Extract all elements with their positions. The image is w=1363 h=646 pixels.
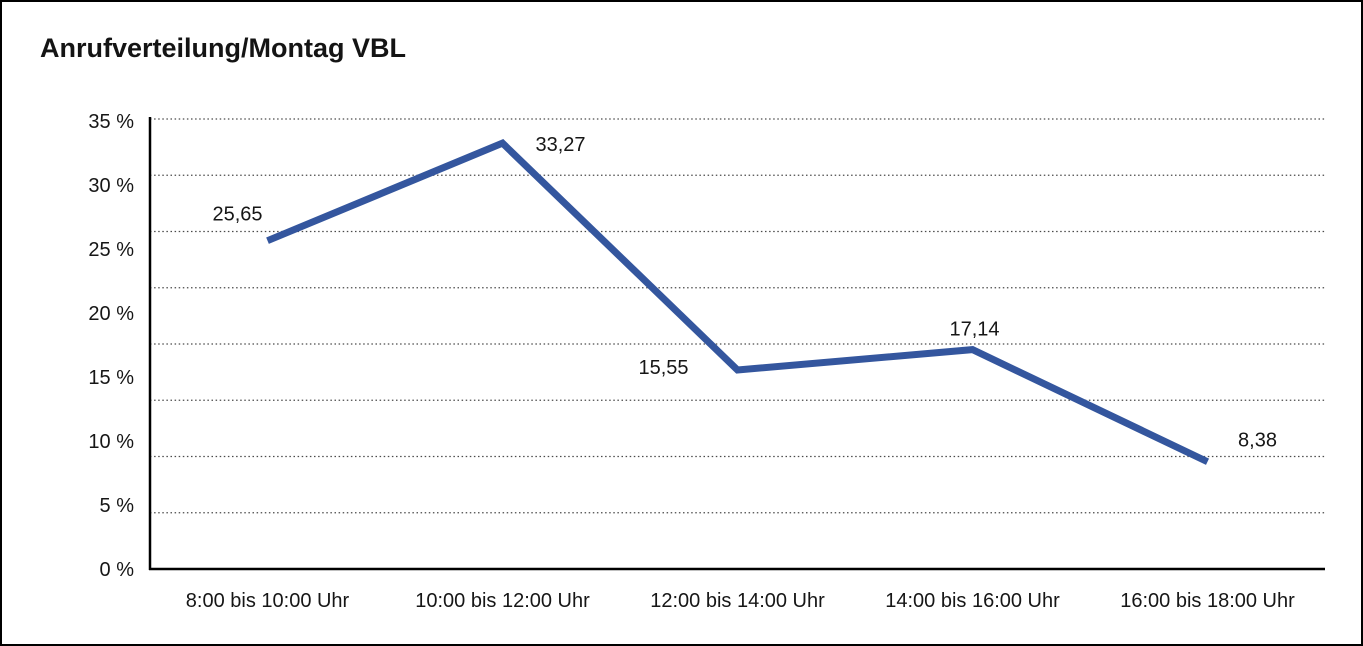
data-line: [266, 139, 1210, 465]
x-axis-label: 10:00 bis 12:00 Uhr: [415, 590, 590, 612]
y-axis-label: 0 %: [100, 559, 135, 581]
data-point-label: 8,38: [1238, 430, 1277, 452]
chart-title: Anrufverteilung/Montag VBL: [40, 33, 406, 63]
y-axis-label: 25 %: [88, 239, 134, 261]
y-axis-label: 20 %: [88, 303, 134, 325]
x-axis-label: 14:00 bis 16:00 Uhr: [885, 590, 1060, 612]
y-axis-label: 5 %: [100, 495, 135, 517]
data-point-label: 15,55: [638, 357, 688, 379]
data-point-label: 33,27: [535, 134, 585, 156]
data-point-label: 17,14: [949, 319, 999, 341]
data-point-label: 25,65: [212, 204, 262, 226]
y-axis-label: 30 %: [88, 175, 134, 197]
x-axis-label: 16:00 bis 18:00 Uhr: [1120, 590, 1295, 612]
y-axis-label: 10 %: [88, 431, 134, 453]
x-axis-label: 12:00 bis 14:00 Uhr: [650, 590, 825, 612]
y-axis-label: 15 %: [88, 367, 134, 389]
y-axis-label: 35 %: [88, 111, 134, 133]
x-axis-label: 8:00 bis 10:00 Uhr: [186, 590, 350, 612]
